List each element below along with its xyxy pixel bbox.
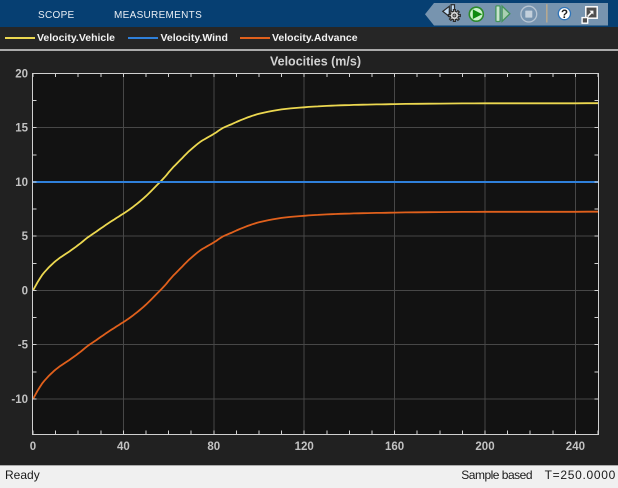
svg-text:?: ?	[561, 9, 568, 21]
svg-text:20: 20	[15, 68, 28, 80]
svg-text:120: 120	[295, 441, 314, 453]
svg-text:5: 5	[22, 231, 29, 243]
svg-text:0: 0	[22, 285, 28, 297]
svg-text:160: 160	[385, 441, 404, 453]
svg-text:10: 10	[15, 177, 28, 189]
svg-text:0: 0	[30, 441, 36, 453]
svg-text:40: 40	[117, 441, 130, 453]
svg-text:15: 15	[15, 123, 28, 135]
svg-text:-10: -10	[11, 394, 28, 406]
svg-text:80: 80	[207, 441, 220, 453]
svg-text:Velocities (m/s): Velocities (m/s)	[270, 55, 361, 69]
svg-text:200: 200	[475, 441, 494, 453]
svg-text:-5: -5	[18, 340, 29, 352]
svg-text:240: 240	[566, 441, 585, 453]
